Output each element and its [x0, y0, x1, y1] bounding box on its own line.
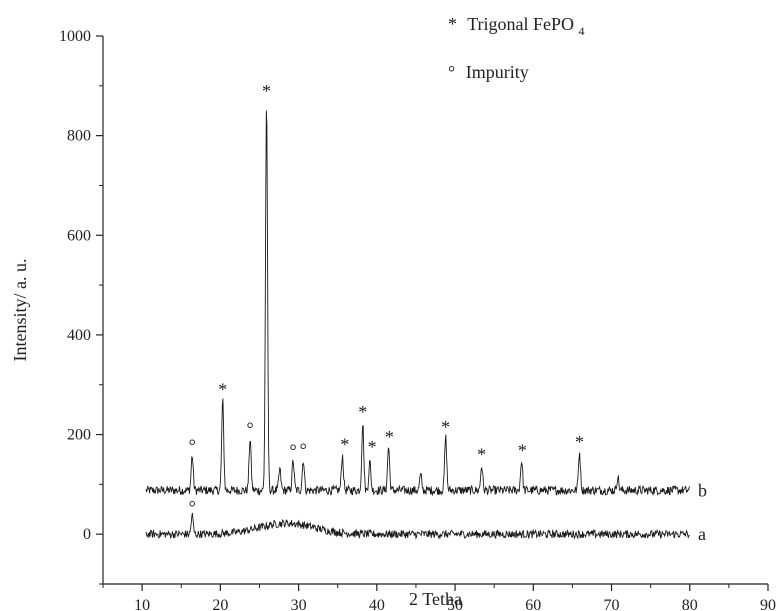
y-ticks: 0 200 400 600 800 1000	[59, 28, 103, 585]
circle-marker: °	[189, 497, 196, 517]
star-marker: *	[368, 437, 377, 457]
y-tick-label: 600	[67, 227, 91, 244]
star-marker: *	[477, 444, 486, 464]
x-tick-label: 80	[682, 597, 698, 611]
circle-marker: °	[300, 439, 307, 459]
circle-marker: °	[290, 440, 297, 460]
x-tick-label: 30	[291, 597, 307, 611]
star-marker: *	[441, 417, 450, 437]
series-label-b: b	[698, 480, 707, 500]
star-marker: *	[575, 432, 584, 452]
x-axis-title: 2 Tetha	[409, 589, 462, 609]
series-line-a	[145, 512, 690, 540]
star-marker: *	[340, 435, 349, 455]
legend-entry-trigonal: * Trigonal FePO 4	[448, 14, 585, 38]
y-tick-label: 200	[67, 427, 91, 444]
legend-star-symbol: *	[448, 14, 457, 34]
series-line-b	[145, 110, 690, 497]
star-marker: *	[385, 427, 394, 447]
axes-layer: 0 200 400 600 800 1000 10 20 30 40 50 60 70 80 90	[59, 28, 776, 611]
y-axis-title: Intensity/ a. u.	[10, 259, 30, 362]
x-tick-label: 60	[525, 597, 541, 611]
legend-impurity-label: Impurity	[466, 62, 529, 82]
star-marker: *	[262, 81, 271, 101]
legend-trigonal-subscript: 4	[579, 24, 585, 38]
y-tick-label: 800	[67, 128, 91, 145]
circle-marker: °	[246, 419, 253, 439]
x-tick-label: 50	[447, 597, 463, 611]
y-tick-label: 400	[67, 327, 91, 344]
x-tick-label: 10	[134, 597, 150, 611]
y-tick-label: 1000	[59, 28, 91, 45]
x-tick-label: 90	[760, 597, 776, 611]
y-tick-label: 0	[83, 526, 91, 543]
star-marker: *	[358, 402, 367, 422]
legend: * Trigonal FePO 4 ° Impurity	[448, 14, 585, 82]
legend-entry-impurity: ° Impurity	[448, 62, 529, 82]
x-tick-label: 20	[212, 597, 228, 611]
peak-annotations: °*°*° ° *** * ** * *°	[189, 81, 584, 517]
x-ticks: 10 20 30 40 50 60 70 80 90	[102, 584, 776, 611]
star-marker: *	[518, 440, 527, 460]
series-label-a: a	[698, 524, 706, 544]
legend-trigonal-label: Trigonal FePO	[467, 14, 574, 34]
x-tick-label: 70	[604, 597, 620, 611]
series-labels: ba	[698, 480, 707, 544]
star-marker: *	[218, 380, 227, 400]
plot-layer	[145, 110, 690, 540]
legend-circle-symbol: °	[448, 62, 455, 82]
x-tick-label: 40	[369, 597, 385, 611]
circle-marker: °	[189, 436, 196, 456]
